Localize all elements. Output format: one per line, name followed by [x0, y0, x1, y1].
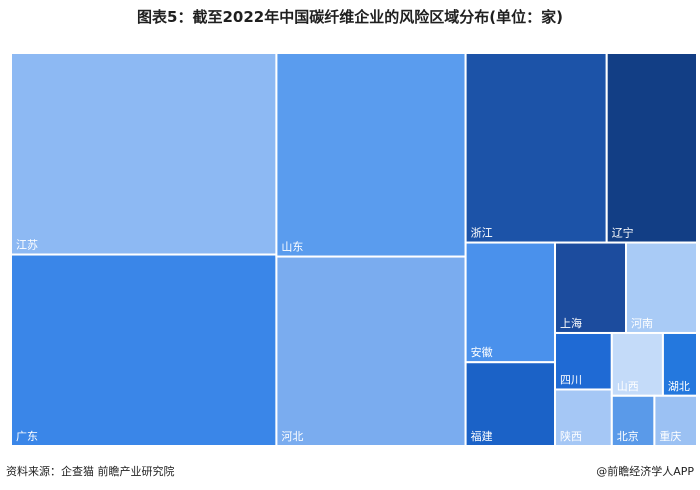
treemap-cell-4-label: 浙江 — [471, 227, 493, 240]
treemap-cell-7-label: 福建 — [471, 429, 493, 443]
treemap-cell-14-label: 北京 — [617, 429, 639, 443]
treemap-cell-1 — [10, 253, 278, 447]
treemap-cell-6 — [464, 241, 557, 364]
treemap-cell-9 — [625, 241, 698, 334]
treemap-cell-10-label: 四川 — [560, 373, 582, 386]
treemap-cell-2-label: 山东 — [281, 241, 303, 254]
treemap-cell-15-label: 重庆 — [659, 429, 681, 443]
treemap-cell-5-label: 辽宁 — [612, 226, 634, 240]
treemap-cell-2 — [275, 52, 467, 258]
treemap-cell-8-label: 上海 — [560, 316, 582, 330]
chart-title: 图表5：截至2022年中国碳纤维企业的风险区域分布(单位：家) — [137, 8, 563, 26]
source-note: 资料来源：企查猫 前瞻产业研究院 — [6, 465, 175, 478]
treemap-cell-11-label: 陕西 — [560, 429, 582, 443]
treemap-cell-4 — [464, 52, 608, 244]
treemap-cell-0-label: 江苏 — [16, 239, 38, 252]
treemap-cell-6-label: 安徽 — [471, 345, 493, 359]
brand-note: @前瞻经济学人APP — [596, 465, 694, 478]
treemap-cell-13-label: 湖北 — [668, 380, 690, 393]
treemap-cell-15 — [653, 394, 698, 448]
treemap-cell-9-label: 河南 — [631, 317, 653, 330]
treemap-cell-11 — [554, 388, 613, 448]
treemap-cell-5 — [605, 52, 699, 244]
treemap-cell-3-label: 河北 — [281, 430, 303, 443]
treemap-cell-1-label: 广东 — [16, 430, 38, 443]
treemap-cell-0 — [10, 52, 278, 256]
treemap-cell-3 — [275, 255, 467, 448]
treemap-cell-12 — [610, 331, 664, 397]
treemap-cell-12-label: 山西 — [617, 380, 639, 393]
treemap-cell-13 — [661, 331, 699, 397]
